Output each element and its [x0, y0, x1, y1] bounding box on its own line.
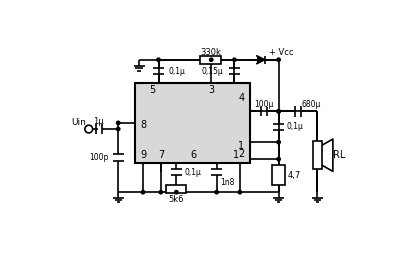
Text: 1μ: 1μ	[94, 117, 104, 126]
Text: 1: 1	[233, 150, 239, 160]
Text: 4,7: 4,7	[288, 171, 301, 180]
Circle shape	[277, 110, 280, 113]
Text: 680μ: 680μ	[302, 100, 321, 109]
Circle shape	[277, 58, 280, 61]
Circle shape	[277, 157, 280, 161]
Circle shape	[277, 110, 280, 113]
Text: 0,1μ: 0,1μ	[184, 168, 201, 177]
Text: 0,1μ: 0,1μ	[286, 122, 303, 131]
Bar	[200, 56, 221, 64]
Text: 100p: 100p	[90, 153, 109, 162]
Text: 330k: 330k	[200, 48, 221, 57]
Circle shape	[157, 58, 160, 61]
Bar	[166, 185, 186, 193]
Text: + Vcc: + Vcc	[268, 48, 293, 57]
Text: Uin: Uin	[72, 118, 86, 127]
Bar	[313, 141, 322, 169]
Text: 7: 7	[158, 150, 164, 160]
Circle shape	[238, 190, 242, 194]
Circle shape	[85, 125, 93, 133]
Circle shape	[277, 140, 280, 144]
Bar	[135, 83, 250, 163]
Text: 2: 2	[238, 149, 244, 159]
Bar	[272, 165, 285, 185]
Text: 5: 5	[149, 85, 156, 95]
Circle shape	[233, 58, 236, 61]
Text: RL: RL	[333, 150, 345, 160]
Circle shape	[159, 190, 162, 194]
Circle shape	[116, 121, 120, 124]
Circle shape	[116, 127, 120, 131]
Text: 5k6: 5k6	[168, 195, 184, 204]
Circle shape	[215, 190, 218, 194]
Text: 100μ: 100μ	[254, 100, 274, 109]
Text: 8: 8	[140, 120, 146, 130]
Text: 6: 6	[190, 150, 196, 160]
Circle shape	[210, 58, 213, 61]
Text: 1: 1	[238, 141, 244, 151]
Text: 1n8: 1n8	[220, 179, 235, 187]
Text: 9: 9	[140, 150, 146, 160]
Text: 4: 4	[238, 93, 244, 103]
Circle shape	[141, 190, 145, 194]
Circle shape	[175, 190, 178, 194]
Text: 0,1μ: 0,1μ	[168, 67, 186, 76]
Text: 3: 3	[208, 85, 214, 95]
Text: 0,15μ: 0,15μ	[202, 67, 224, 76]
Polygon shape	[257, 56, 265, 64]
